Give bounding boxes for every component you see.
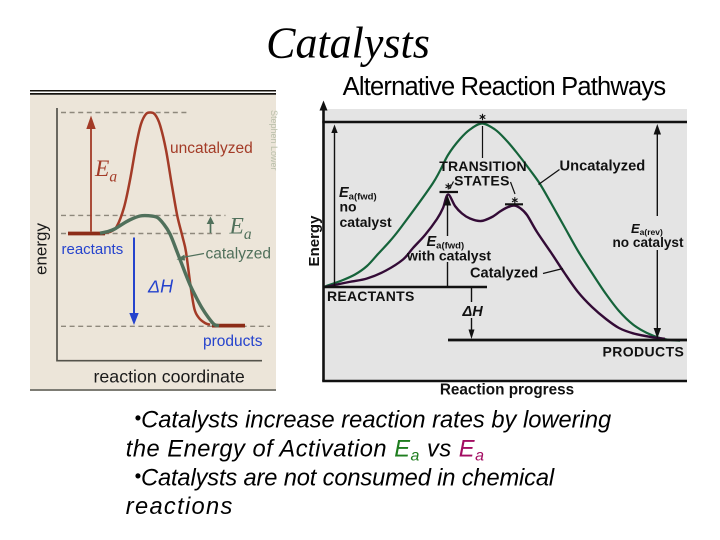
svg-text:ΔH: ΔH	[147, 277, 174, 297]
svg-text:the Energy of Activation Ea vs: the Energy of Activation Ea vs Ea	[126, 436, 485, 464]
svg-text:Catalyzed: Catalyzed	[470, 266, 538, 282]
svg-text:with catalyst: with catalyst	[406, 248, 491, 264]
svg-text:Reaction progress: Reaction progress	[440, 382, 574, 399]
svg-text:Energy: Energy	[306, 215, 323, 267]
svg-text:no: no	[340, 198, 357, 214]
svg-text:reactions: reactions	[126, 494, 234, 520]
svg-text:reactants: reactants	[62, 241, 124, 258]
svg-text:STATES: STATES	[454, 173, 510, 189]
svg-text:Catalysts: Catalysts	[266, 19, 430, 68]
svg-text:ΔH: ΔH	[462, 304, 484, 320]
svg-text:Alternative Reaction Pathways: Alternative Reaction Pathways	[343, 73, 666, 101]
svg-text:REACTANTS: REACTANTS	[327, 288, 415, 304]
svg-text:products: products	[203, 333, 263, 350]
svg-text:catalyst: catalyst	[340, 214, 392, 230]
svg-text:•Catalysts increase reaction r: •Catalysts increase reaction rates by lo…	[135, 407, 612, 433]
svg-text:Stephen Lower: Stephen Lower	[269, 110, 279, 171]
svg-text:PRODUCTS: PRODUCTS	[603, 344, 685, 360]
svg-text:reaction coordinate: reaction coordinate	[94, 367, 245, 387]
svg-text:energy: energy	[32, 223, 51, 275]
svg-text:Uncatalyzed: Uncatalyzed	[560, 159, 646, 175]
svg-text:catalyzed: catalyzed	[206, 246, 271, 263]
svg-text:uncatalyzed: uncatalyzed	[170, 140, 253, 157]
svg-text:TRANSITION: TRANSITION	[439, 158, 527, 174]
svg-text:•Catalysts are not consumed in: •Catalysts are not consumed in chemical	[135, 465, 555, 491]
svg-text:no catalyst: no catalyst	[613, 235, 684, 250]
